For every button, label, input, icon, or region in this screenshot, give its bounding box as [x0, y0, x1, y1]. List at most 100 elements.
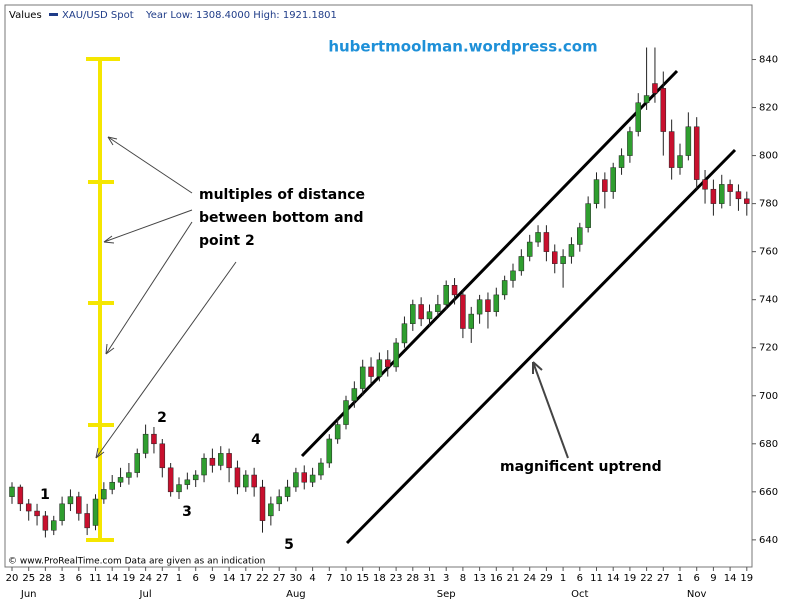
candle-body	[510, 270, 516, 281]
point-label: 1	[40, 487, 50, 503]
candle-body	[334, 424, 341, 440]
candle-body	[101, 489, 107, 500]
x-tick-label: 6	[577, 573, 583, 584]
candle-body	[51, 520, 57, 531]
candle-body	[276, 496, 282, 505]
x-tick-label: 19	[624, 573, 637, 584]
y-tick-label: 800	[759, 151, 778, 162]
x-tick-label: 22	[256, 573, 269, 584]
candle-body	[9, 486, 15, 497]
x-tick-label: 1	[677, 573, 683, 584]
candle-body	[109, 481, 115, 490]
candle-body	[284, 486, 291, 497]
candle-body	[159, 443, 166, 469]
candle-body	[351, 388, 358, 401]
candle-body	[92, 498, 99, 526]
watermark: hubertmoolman.wordpress.com	[328, 38, 597, 56]
annotation: between bottom and	[199, 210, 364, 226]
x-tick-label: 7	[326, 573, 332, 584]
x-tick-label: 14	[223, 573, 236, 584]
candle-body	[643, 95, 650, 103]
candle-body	[59, 503, 65, 521]
x-tick-label: 1	[560, 573, 566, 584]
plot-frame	[4, 4, 753, 568]
x-tick-label: 24	[523, 573, 536, 584]
candle-body	[142, 433, 149, 454]
candle-body	[744, 198, 750, 204]
candle-body	[435, 304, 441, 312]
x-tick-label: 25	[22, 573, 35, 584]
month-label: Aug	[286, 589, 306, 600]
candle-body	[309, 474, 316, 483]
x-tick-label: 11	[89, 573, 102, 584]
y-tick-label: 700	[759, 391, 778, 402]
x-tick-label: 28	[406, 573, 419, 584]
candle-body	[518, 256, 525, 272]
candle-body	[635, 102, 641, 132]
candle-body	[543, 232, 550, 252]
candle-body	[727, 184, 733, 192]
candle-body	[243, 474, 249, 488]
candle-body	[535, 232, 541, 243]
trend-channel	[300, 69, 737, 545]
y-tick-label: 780	[759, 199, 778, 210]
annotation: multiples of distance	[199, 187, 365, 203]
candle-body	[293, 472, 299, 488]
candle-body	[627, 131, 633, 156]
candle-body	[443, 285, 449, 305]
x-tick-label: 20	[6, 573, 19, 584]
point-label: 2	[157, 410, 167, 426]
candle-body	[201, 457, 207, 476]
candle-body	[209, 457, 216, 466]
month-label: Jun	[20, 589, 37, 600]
source: © www.ProRealTime.com Data are given as …	[8, 557, 265, 567]
candle-body	[610, 167, 616, 192]
y-tick-label: 640	[759, 535, 778, 546]
candle-body	[735, 191, 742, 200]
header-instrument: XAU/USD Spot	[62, 10, 134, 21]
x-tick-label: 16	[490, 573, 503, 584]
y-tick-label: 720	[759, 343, 778, 354]
candle-body	[326, 438, 333, 464]
x-tick-label: 6	[193, 573, 199, 584]
x-tick-label: 31	[423, 573, 436, 584]
candle-body	[151, 433, 157, 445]
x-tick-label: 14	[724, 573, 737, 584]
x-tick-label: 17	[239, 573, 252, 584]
candle-body	[568, 244, 575, 257]
x-tick-label: 15	[356, 573, 369, 584]
candle-body	[259, 486, 266, 521]
candle-body	[385, 359, 391, 368]
candle-body	[426, 311, 433, 320]
x-tick-label: 29	[540, 573, 553, 584]
x-tick-label: 10	[340, 573, 353, 584]
x-tick-label: 19	[123, 573, 136, 584]
candle-body	[652, 83, 658, 94]
candle-body	[685, 126, 692, 156]
x-tick-label: 4	[309, 573, 315, 584]
x-tick-label: 9	[209, 573, 215, 584]
candle-body	[577, 227, 583, 245]
y-tick-label: 820	[759, 103, 778, 114]
x-tick-label: 14	[106, 573, 119, 584]
annotation: point 2	[199, 233, 255, 249]
x-tick-label: 19	[740, 573, 753, 584]
x-tick-label: 18	[373, 573, 386, 584]
candle-body	[693, 126, 700, 180]
y-tick-label: 840	[759, 55, 778, 66]
month-label: Sep	[437, 589, 456, 600]
candle-body	[176, 484, 182, 493]
x-tick-label: 23	[390, 573, 403, 584]
yellow-ruler	[86, 57, 120, 542]
header-range: Year Low: 1308.4000 High: 1921.1801	[145, 10, 337, 21]
candle-body	[401, 323, 408, 344]
candle-body	[593, 179, 600, 204]
candle-body	[226, 453, 232, 469]
legend-swatch	[49, 13, 58, 16]
candle-body	[192, 474, 199, 481]
candle-body	[585, 203, 591, 228]
x-tick-label: 27	[657, 573, 670, 584]
candle-body	[84, 513, 90, 529]
candle-body	[501, 280, 508, 296]
